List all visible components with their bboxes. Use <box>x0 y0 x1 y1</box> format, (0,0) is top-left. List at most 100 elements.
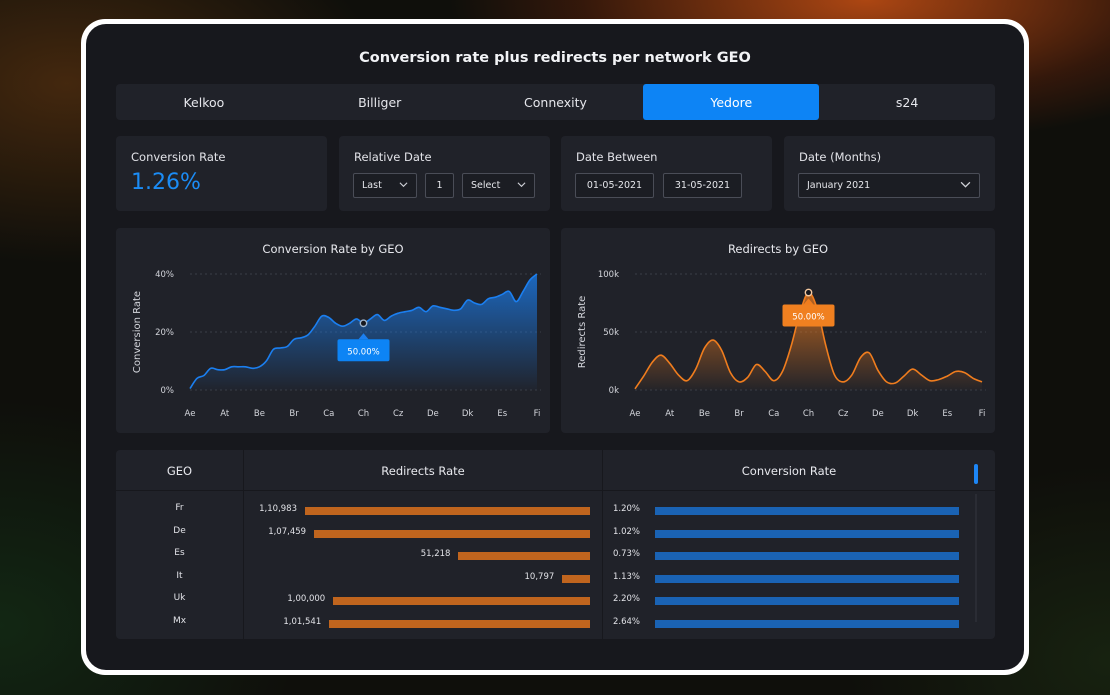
x-tick-label: De <box>872 409 884 419</box>
conversion-value: 2.64% <box>613 616 641 627</box>
series-area <box>635 292 982 390</box>
tab-s24[interactable]: s24 <box>895 94 919 110</box>
geo-cell: De <box>173 525 186 536</box>
date-months-label: Date (Months) <box>799 150 882 164</box>
geo-cell: Fr <box>175 503 184 513</box>
conversion-value: 1.13% <box>613 571 641 582</box>
chart-title: Conversion Rate by GEO <box>262 242 404 256</box>
column-divider <box>243 450 244 639</box>
redirects-value: 1,10,983 <box>259 504 297 514</box>
redirects-bar <box>305 507 590 515</box>
tab-connexity[interactable]: Connexity <box>524 94 587 110</box>
relative-unit-value: Select <box>471 180 501 191</box>
geo-cell: Es <box>174 548 185 559</box>
date-months-value: January 2021 <box>807 180 871 191</box>
date-between-card: Date Between 01-05-2021 31-05-2021 <box>561 136 772 211</box>
geo-cell: Mx <box>172 615 187 626</box>
scrollbar-track[interactable] <box>975 494 977 622</box>
tab-billiger[interactable]: Billiger <box>358 94 402 110</box>
x-tick-label: Br <box>289 409 299 419</box>
x-tick-label: At <box>220 409 230 419</box>
x-tick-label: At <box>665 409 675 419</box>
x-tick-label: Dk <box>907 409 919 419</box>
conversion-value: 0.73% <box>613 549 641 560</box>
date-months-select[interactable]: January 2021 <box>798 173 980 198</box>
column-header-geo: GEO <box>166 464 193 478</box>
conversion-bar <box>655 529 959 538</box>
y-tick-label: 0k <box>609 386 619 396</box>
tooltip-box <box>337 339 390 362</box>
conversion-rate-kpi-card: Conversion Rate 1.26% <box>116 136 327 211</box>
table-row[interactable]: Fr 1,10,983 1.20% <box>116 498 995 521</box>
table-body: Fr 1,10,983 1.20% De 1,07,459 1.02% Es 51,218 0.… <box>116 498 995 634</box>
y-axis-label: Conversion Rate <box>132 291 143 373</box>
column-header-conversion: Conversion Rate <box>741 464 837 478</box>
relative-mode-value: Last <box>362 180 382 191</box>
conversion-value: 2.20% <box>613 594 641 605</box>
geo-cell: Uk <box>173 593 186 604</box>
x-tick-label: Cz <box>838 409 849 419</box>
x-tick-label: Be <box>699 409 710 419</box>
relative-amount-input[interactable]: 1 <box>425 173 454 198</box>
kpi-value: 1.26% <box>131 170 201 195</box>
date-to-input[interactable]: 31-05-2021 <box>663 173 742 198</box>
date-between-label: Date Between <box>576 150 658 164</box>
x-tick-label: Dk <box>462 409 474 419</box>
y-axis-label: Redirects Rate <box>577 296 588 369</box>
table-row[interactable]: Mx 1,01,541 2.64% <box>116 611 995 634</box>
redirects-chart: 0k 50k 100k Redirects Rate Ae At Be Br Ca Ch Cz De D… <box>577 270 986 419</box>
redirects-bar <box>333 597 590 606</box>
redirects-value: 1,01,541 <box>283 616 322 627</box>
tab-kelkoo[interactable]: Kelkoo <box>183 94 225 110</box>
y-tick-label: 100k <box>598 270 619 280</box>
conversion-rate-chart: 0% 20% 40% Conversion Rate Ae At Be Br Ca Ch Cz De D… <box>132 270 541 419</box>
tab-yedore[interactable]: Yedore <box>643 84 820 120</box>
tooltip-marker[interactable] <box>359 319 368 328</box>
date-from-input[interactable]: 01-05-2021 <box>575 173 654 198</box>
tooltip-pointer <box>358 333 369 340</box>
column-header-redirects: Redirects Rate <box>381 464 465 478</box>
x-tick-label: Es <box>497 409 507 419</box>
geo-cell: It <box>176 570 183 581</box>
y-tick-label: 0% <box>161 386 175 396</box>
x-tick-label: De <box>427 409 439 419</box>
conversion-bar <box>655 597 959 606</box>
table-scrollbar[interactable] <box>974 464 978 484</box>
chevron-down-icon <box>960 181 971 188</box>
redirects-chart-card: Redirects by GEO 0k 50k 100k Redirects Rate… <box>561 228 995 433</box>
table-row[interactable]: Es 51,218 0.73% <box>116 543 995 566</box>
relative-unit-select[interactable]: Select <box>462 173 535 198</box>
table-row[interactable]: It 10,797 1.13% <box>116 566 995 589</box>
x-tick-label: Fi <box>979 409 986 419</box>
y-tick-label: 50k <box>603 328 619 338</box>
conversion-bar <box>655 552 959 561</box>
date-to-value: 31-05-2021 <box>674 180 731 191</box>
tooltip-marker[interactable] <box>804 288 813 297</box>
column-divider <box>602 450 603 639</box>
x-tick-label: Be <box>254 409 265 419</box>
redirects-value: 51,218 <box>420 549 451 560</box>
table-row[interactable]: De 1,07,459 1.02% <box>116 521 995 544</box>
table-row[interactable]: Uk 1,00,000 2.20% <box>116 588 995 611</box>
header-divider <box>116 490 995 491</box>
kpi-label: Conversion Rate <box>131 150 226 164</box>
relative-amount-value: 1 <box>436 180 443 191</box>
relative-mode-select[interactable]: Last <box>353 173 417 198</box>
relative-date-card: Relative Date Last 1 Select <box>339 136 550 211</box>
x-tick-label: Fi <box>534 409 541 419</box>
device-frame: Conversion rate plus redirects per netwo… <box>81 19 1029 675</box>
tooltip-label: 50.00% <box>792 313 824 323</box>
tooltip-box <box>782 304 835 327</box>
conversion-bar <box>655 507 959 515</box>
redirects-value: 10,797 <box>524 571 555 582</box>
x-tick-label: Cz <box>393 409 404 419</box>
conversion-value: 1.02% <box>613 526 641 537</box>
chevron-down-icon <box>399 182 408 188</box>
network-tabs: Kelkoo Billiger Connexity Yedore s24 <box>116 84 995 120</box>
x-tick-label: Ca <box>323 409 334 419</box>
redirects-value: 1,07,459 <box>268 526 307 537</box>
x-tick-label: Ch <box>358 409 369 419</box>
x-tick-label: Ca <box>768 409 779 419</box>
date-from-value: 01-05-2021 <box>586 180 643 191</box>
x-tick-label: Ch <box>803 409 814 419</box>
